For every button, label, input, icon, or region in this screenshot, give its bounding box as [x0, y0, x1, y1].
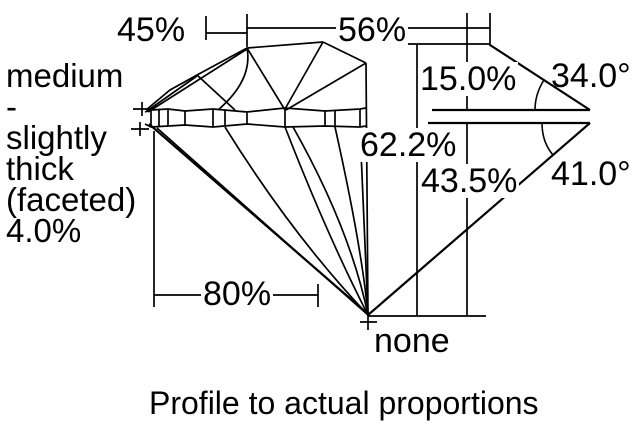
girdle-thickness-line: - — [6, 88, 17, 125]
girdle-thickness-line: (faceted) — [6, 181, 137, 218]
total-depth-label: 62.2% — [358, 126, 459, 164]
star-length-label: 45% — [117, 11, 186, 49]
crown-facets — [145, 41, 369, 316]
girdle-thickness-line: 4.0% — [6, 212, 82, 249]
girdle-thickness-line: medium — [6, 57, 124, 94]
caption: Profile to actual proportions — [149, 385, 539, 421]
crown-angle-label: 34.0° — [551, 57, 631, 95]
girdle-thickness-label: medium - slightly thick (faceted) 4.0% — [6, 57, 137, 249]
table-size-label: 56% — [336, 11, 409, 49]
crown-height-label: 15.0% — [418, 60, 519, 98]
girdle-band — [144, 107, 367, 128]
girdle-thickness-line: slightly — [6, 119, 107, 156]
culet-label: none — [374, 322, 450, 360]
lower-girdle-label: 80% — [201, 275, 274, 313]
angle-arcs — [534, 79, 554, 156]
girdle-thickness-line: thick — [6, 150, 74, 187]
pavilion-depth-label: 43.5% — [419, 162, 520, 200]
pavilion-facets — [148, 123, 369, 316]
pavilion-angle-label: 41.0° — [551, 155, 631, 193]
